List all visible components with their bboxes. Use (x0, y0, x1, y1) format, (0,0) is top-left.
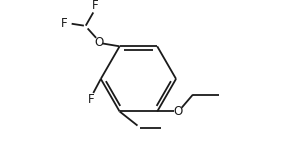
Text: F: F (92, 0, 99, 12)
Text: O: O (94, 36, 104, 49)
Text: F: F (61, 17, 68, 30)
Text: F: F (88, 93, 95, 106)
Text: O: O (173, 105, 182, 118)
